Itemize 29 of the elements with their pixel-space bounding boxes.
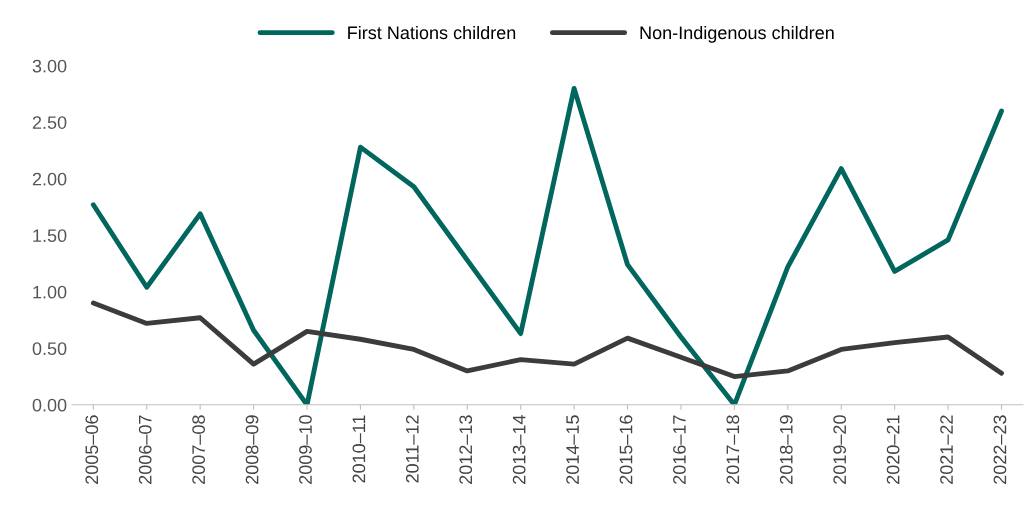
x-tick-label: 2008–09 bbox=[245, 415, 259, 484]
x-tick-label: 2020–21 bbox=[886, 415, 900, 484]
line-series bbox=[90, 85, 1004, 405]
y-tick-label: 0.50 bbox=[32, 342, 67, 356]
y-tick-label: 1.00 bbox=[33, 285, 67, 299]
legend-label: Non-Indigenous children bbox=[640, 25, 834, 43]
x-tick-label: 2014–15 bbox=[566, 415, 579, 484]
x-tick-label: 2018–19 bbox=[779, 415, 793, 484]
x-tick-label: 2006–07 bbox=[138, 415, 152, 484]
x-tick-label: 2017–18 bbox=[726, 415, 740, 484]
x-tick-label: 2011–12 bbox=[405, 415, 419, 483]
y-tick-label: 1.50 bbox=[33, 229, 67, 243]
x-tick-label: 2015–16 bbox=[619, 415, 633, 484]
x-tick-label: 2016–17 bbox=[673, 415, 686, 484]
x-tick-label: 2005–06 bbox=[85, 415, 99, 484]
x-tick-label: 2007–08 bbox=[192, 415, 206, 484]
y-tick-label: 2.50 bbox=[32, 116, 67, 129]
y-tick-label: 2.00 bbox=[32, 172, 67, 186]
x-tick-label: 2012–13 bbox=[459, 415, 473, 484]
y-tick-label: 0.00 bbox=[32, 398, 67, 412]
y-tick-label: 3.00 bbox=[32, 59, 67, 73]
x-tick-label: 2019–20 bbox=[833, 415, 847, 484]
x-tick-label: 2021–22 bbox=[940, 415, 953, 484]
x-tick-label: 2013–14 bbox=[512, 415, 526, 484]
x-tick-label: 2022–23 bbox=[993, 415, 1007, 484]
line-series bbox=[90, 300, 1004, 379]
x-tick-label: 2010–11 bbox=[352, 415, 366, 483]
legend-label: First Nations children bbox=[348, 25, 516, 40]
x-tick-label: 2009–10 bbox=[299, 415, 312, 484]
